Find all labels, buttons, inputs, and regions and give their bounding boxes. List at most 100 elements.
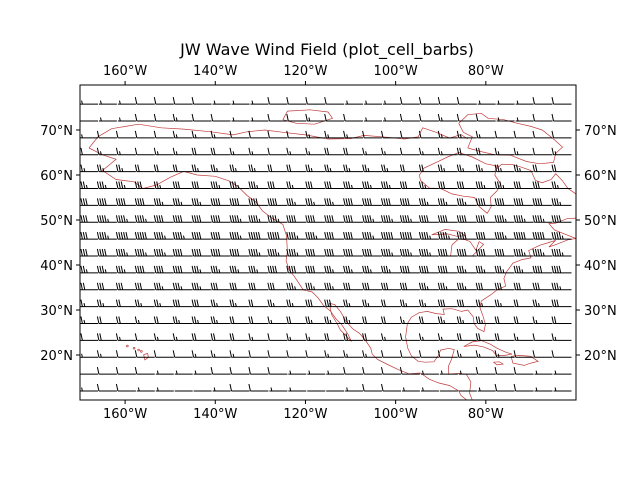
wind-barb (381, 265, 401, 274)
wind-barb (456, 96, 477, 105)
wind-barb (324, 130, 345, 139)
wind-barb (115, 350, 136, 358)
wind-barb (437, 333, 458, 341)
coastline-north-america-gulf-atlantic-coast (405, 238, 576, 400)
wind-barb (191, 113, 212, 122)
wind-barb (96, 248, 117, 257)
wind-barb (437, 198, 458, 206)
y-tick-label-right: 60°N (584, 169, 617, 184)
x-tick-label-top: 140°W (193, 64, 237, 79)
wind-barb (267, 164, 288, 173)
wind-barb (381, 316, 401, 324)
wind-barb (343, 130, 364, 139)
wind-barb (134, 350, 155, 358)
wind-barb (267, 130, 288, 139)
wind-barb (532, 181, 553, 189)
wind-barb (324, 198, 345, 206)
wind-barb (80, 118, 98, 122)
wind-barb (212, 387, 231, 392)
wind-barb (475, 333, 496, 341)
wind-barb (456, 231, 477, 240)
wind-barb (513, 383, 534, 392)
wind-barb (381, 164, 401, 173)
wind-barb (362, 282, 383, 291)
wind-barb (210, 299, 231, 308)
wind-barb (437, 215, 458, 223)
wind-barb (399, 299, 420, 308)
wind-barb (494, 147, 515, 156)
wind-barb (288, 370, 307, 375)
wind-barb (286, 265, 307, 274)
y-tick-label-left: 70°N (40, 124, 73, 139)
wind-barb (437, 164, 458, 173)
wind-barb (210, 181, 231, 189)
wind-barb (248, 164, 269, 173)
wind-barb (153, 316, 174, 324)
wind-barb (551, 231, 572, 240)
wind-barb (115, 181, 136, 189)
wind-barb (134, 265, 155, 274)
wind-barb (115, 333, 136, 341)
wind-barb (324, 350, 345, 358)
wind-barb (172, 299, 193, 308)
wind-barb (115, 299, 136, 308)
wind-barb (494, 299, 515, 308)
wind-barb (210, 248, 231, 257)
wind-barb (399, 147, 420, 156)
wind-barb (153, 231, 174, 240)
wind-barb (115, 265, 136, 274)
wind-barb (134, 96, 155, 105)
wind-barb (172, 215, 193, 223)
wind-barb (172, 231, 193, 240)
wind-barb (324, 265, 345, 274)
wind-barb (513, 248, 534, 257)
wind-barb (248, 147, 269, 156)
wind-barb (305, 316, 326, 324)
wind-barb (513, 265, 534, 274)
wind-barb (532, 147, 553, 156)
wind-barb (532, 350, 553, 358)
wind-barb (172, 265, 193, 274)
wind-barb (96, 231, 117, 240)
wind-barb (418, 130, 439, 139)
wind-barb (153, 333, 174, 341)
wind-barb (153, 299, 174, 308)
coastline-lake-michigan-huron (450, 238, 485, 257)
wind-barb (229, 383, 250, 392)
wind-barb (324, 299, 345, 308)
wind-barb (229, 248, 250, 257)
wind-barb (267, 231, 288, 240)
wind-barb (193, 370, 212, 375)
wind-barb (191, 299, 212, 308)
wind-barb (399, 96, 420, 105)
wind-barb (381, 215, 401, 223)
wind-barb (475, 231, 496, 240)
coastline-baffin-island (458, 112, 564, 165)
wind-barb (494, 231, 515, 240)
wind-barb (286, 231, 307, 240)
wind-barb (229, 147, 250, 156)
wind-barb (115, 383, 136, 392)
wind-barb (513, 130, 534, 139)
wind-barb (551, 248, 572, 257)
wind-barb (456, 130, 477, 139)
wind-barb (494, 333, 515, 341)
wind-barb (172, 316, 193, 324)
wind-barb (210, 366, 231, 375)
wind-barb (362, 164, 383, 173)
wind-barb (229, 130, 250, 139)
wind-barb (248, 215, 269, 223)
wind-barb (80, 215, 98, 223)
wind-barb (437, 282, 458, 291)
wind-barb (191, 181, 212, 189)
wind-barb (513, 366, 534, 375)
wind-barb (153, 113, 174, 122)
wind-barb (551, 164, 572, 173)
wind-barb (494, 164, 515, 173)
wind-barb (248, 282, 269, 291)
wind-barb (248, 248, 269, 257)
wind-barb (305, 299, 326, 308)
wind-barb (267, 215, 288, 223)
y-tick-label-right: 30°N (584, 304, 617, 319)
wind-barb (286, 299, 307, 308)
